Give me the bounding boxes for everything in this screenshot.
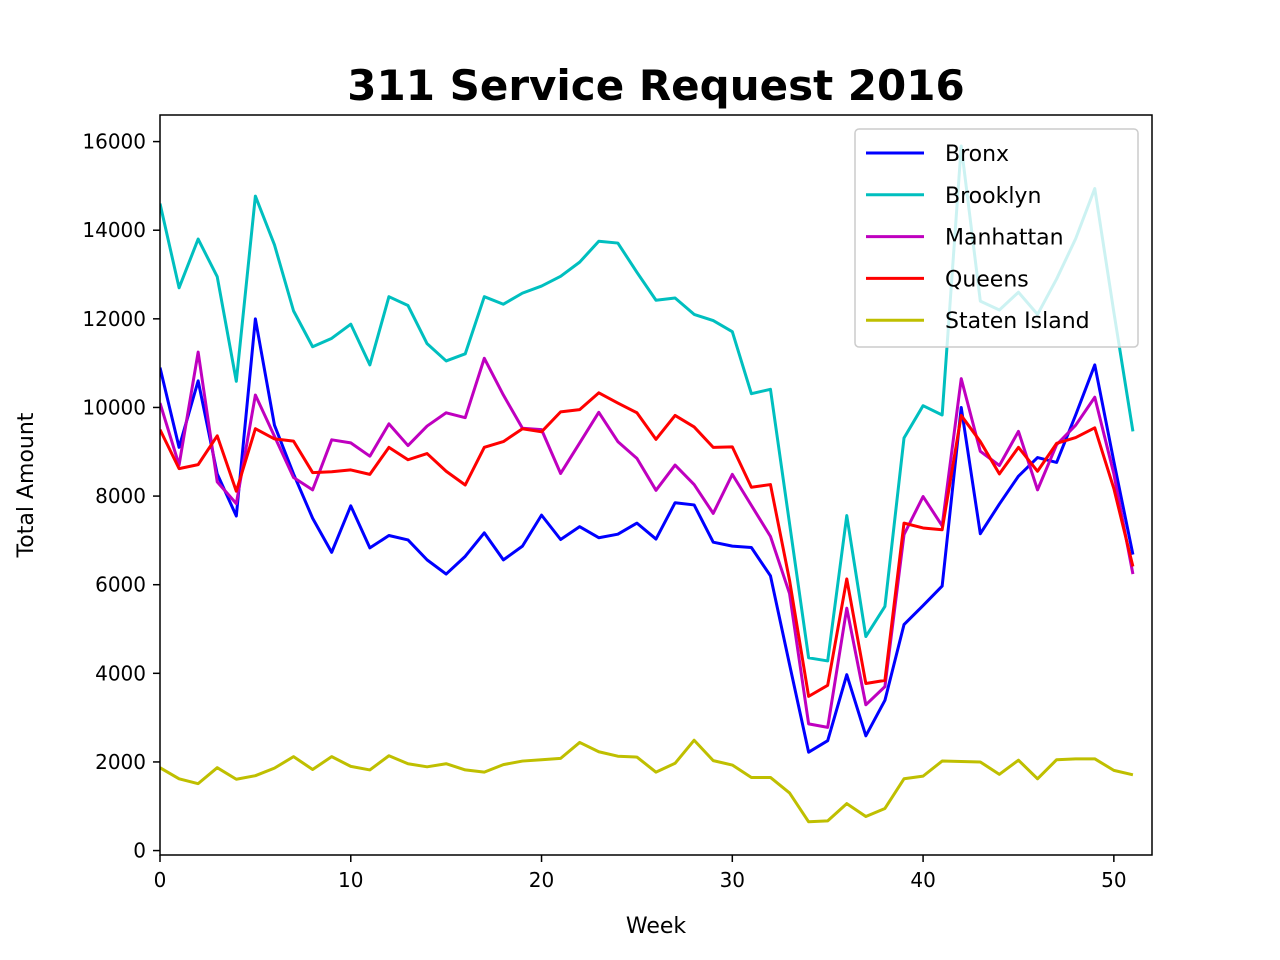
y-axis: 0 2000 4000 6000 8000 10000 12000 14000 16000 bbox=[82, 130, 160, 863]
y-tick-label: 6000 bbox=[95, 573, 146, 597]
x-tick-label: 40 bbox=[910, 868, 935, 892]
y-tick-label: 14000 bbox=[82, 218, 146, 242]
y-tick-label: 16000 bbox=[82, 130, 146, 154]
plot-area bbox=[159, 114, 1153, 856]
legend-label-brooklyn: Brooklyn bbox=[945, 184, 1041, 209]
x-tick-label: 50 bbox=[1101, 868, 1126, 892]
y-tick-label: 10000 bbox=[82, 395, 146, 419]
series-line-bronx bbox=[160, 317, 1135, 754]
series-line-queens bbox=[160, 391, 1135, 698]
x-tick-label: 0 bbox=[154, 868, 167, 892]
legend-label-bronx: Bronx bbox=[945, 142, 1009, 167]
plot-frame bbox=[159, 114, 1153, 856]
x-tick-label: 10 bbox=[338, 868, 363, 892]
y-tick-label: 0 bbox=[133, 839, 146, 863]
x-tick-label: 30 bbox=[720, 868, 745, 892]
legend-label-queens: Queens bbox=[945, 267, 1029, 292]
legend-box bbox=[854, 128, 1139, 348]
legend-label-staten-island: Staten Island bbox=[945, 309, 1090, 334]
x-axis-label: Week bbox=[626, 914, 687, 939]
chart-title: 311 Service Request 2016 bbox=[347, 61, 964, 110]
y-axis-label: Total Amount bbox=[14, 412, 39, 558]
series-line-manhattan bbox=[160, 350, 1135, 729]
x-tick-label: 20 bbox=[529, 868, 554, 892]
y-tick-label: 8000 bbox=[95, 484, 146, 508]
y-tick-label: 12000 bbox=[82, 307, 146, 331]
legend-label-manhattan: Manhattan bbox=[945, 226, 1064, 251]
series-line-staten-island bbox=[160, 738, 1134, 824]
x-axis: 0 10 20 30 40 50 bbox=[154, 855, 1127, 892]
y-tick-label: 2000 bbox=[95, 750, 146, 774]
legend: Bronx Brooklyn Manhattan Queens Staten Islan… bbox=[854, 128, 1139, 348]
y-tick-label: 4000 bbox=[95, 661, 146, 685]
